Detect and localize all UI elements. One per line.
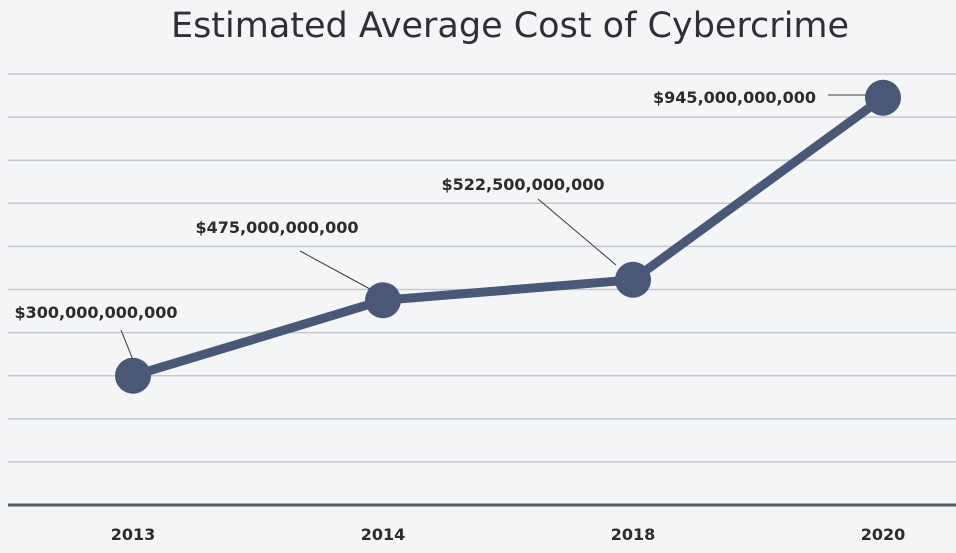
data-label: $945,000,000,000 xyxy=(653,88,816,107)
leader-line xyxy=(120,329,134,361)
series-line xyxy=(128,93,888,381)
data-point xyxy=(115,357,151,394)
data-label: $300,000,000,000 xyxy=(15,303,178,322)
data-points xyxy=(115,79,901,394)
data-labels: $300,000,000,000 $475,000,000,000 $522,500… xyxy=(15,88,816,322)
leader-line xyxy=(299,250,371,290)
x-tick-label: 2013 xyxy=(111,525,156,544)
x-axis-ticks: 2013 2014 2018 2020 xyxy=(111,525,906,544)
data-point xyxy=(865,79,901,116)
chart-title: Estimated Average Cost of Cybercrime xyxy=(171,6,849,46)
x-tick-label: 2018 xyxy=(611,525,656,544)
label-leader-lines xyxy=(120,94,866,361)
x-tick-label: 2020 xyxy=(861,525,906,544)
x-tick-label: 2014 xyxy=(361,525,406,544)
data-point xyxy=(365,282,401,319)
data-point xyxy=(615,261,651,298)
series-group xyxy=(128,93,888,381)
leader-line xyxy=(537,198,617,266)
data-label: $522,500,000,000 xyxy=(442,175,605,194)
data-label: $475,000,000,000 xyxy=(196,218,359,237)
